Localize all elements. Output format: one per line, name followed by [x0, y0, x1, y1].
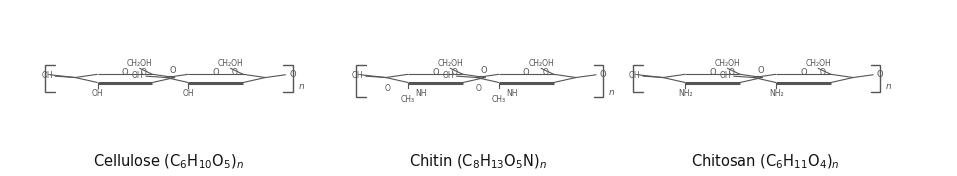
Text: Chitin (C$_8$H$_{13}$O$_5$N)$_n$: Chitin (C$_8$H$_{13}$O$_5$N)$_n$ [410, 152, 547, 171]
Text: CH₃: CH₃ [492, 95, 506, 104]
Text: OH: OH [132, 71, 144, 80]
Text: CH₂OH: CH₂OH [437, 59, 463, 68]
Text: n: n [299, 82, 304, 91]
Text: O: O [212, 68, 219, 77]
Text: O: O [385, 84, 390, 93]
Text: OH: OH [629, 71, 640, 80]
Text: n: n [609, 88, 614, 97]
Text: n: n [886, 82, 892, 91]
Text: NH: NH [506, 89, 518, 98]
Text: O: O [452, 68, 457, 77]
Text: O: O [877, 70, 883, 79]
Text: NH: NH [415, 89, 427, 98]
Text: O: O [122, 68, 128, 77]
Text: O: O [819, 68, 825, 77]
Text: Chitosan (C$_6$H$_{11}$O$_4$)$_n$: Chitosan (C$_6$H$_{11}$O$_4$)$_n$ [691, 152, 839, 171]
Text: OH: OH [183, 89, 194, 98]
Text: Cellulose (C$_6$H$_{10}$O$_5$)$_n$: Cellulose (C$_6$H$_{10}$O$_5$)$_n$ [93, 152, 243, 171]
Text: CH₂OH: CH₂OH [528, 59, 554, 68]
Text: O: O [480, 66, 487, 75]
Text: O: O [523, 68, 529, 77]
Text: O: O [476, 84, 481, 93]
Text: O: O [600, 70, 607, 79]
Text: O: O [800, 68, 807, 77]
Text: CH₂OH: CH₂OH [715, 59, 741, 68]
Text: NH₂: NH₂ [768, 89, 784, 98]
Text: CH₂OH: CH₂OH [806, 59, 832, 68]
Text: OH: OH [720, 71, 731, 80]
Text: O: O [543, 68, 548, 77]
Text: OH: OH [92, 89, 103, 98]
Text: O: O [757, 66, 764, 75]
Text: CH₃: CH₃ [401, 95, 415, 104]
Text: O: O [289, 70, 296, 79]
Text: OH: OH [442, 71, 455, 80]
Text: O: O [709, 68, 716, 77]
Text: CH₂OH: CH₂OH [218, 59, 243, 68]
Text: O: O [169, 66, 176, 75]
Text: O: O [728, 68, 734, 77]
Text: O: O [433, 68, 439, 77]
Text: OH: OH [352, 71, 364, 80]
Text: CH₂OH: CH₂OH [127, 59, 153, 68]
Text: OH: OH [41, 71, 53, 80]
Text: NH₂: NH₂ [678, 89, 693, 98]
Text: O: O [232, 68, 237, 77]
Text: O: O [141, 68, 146, 77]
